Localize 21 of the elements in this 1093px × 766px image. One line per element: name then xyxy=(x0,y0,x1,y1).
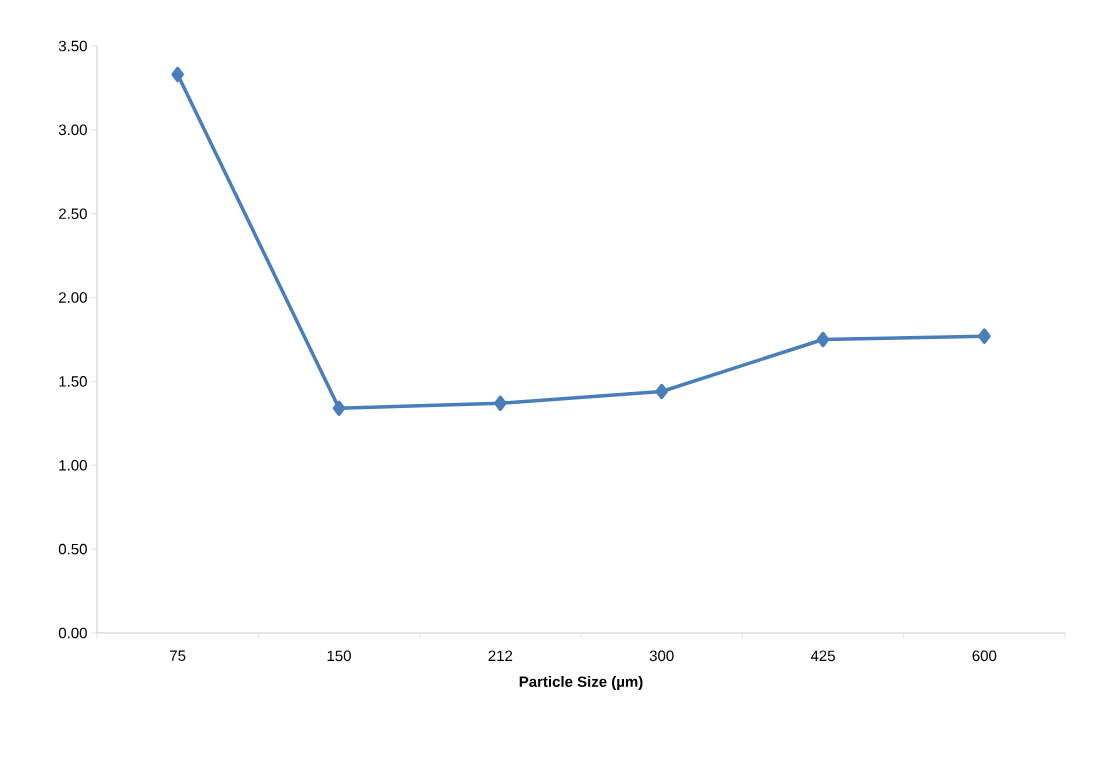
point xyxy=(978,328,991,344)
y-tick-label: 2.50 xyxy=(59,208,87,220)
x-axis-title: Particle Size (µm) xyxy=(519,675,643,690)
y-tick-label: 3.50 xyxy=(58,40,87,52)
y-tick-label: 0.50 xyxy=(58,543,87,555)
point xyxy=(494,395,507,411)
point xyxy=(655,383,668,400)
x-tick-label: 300 xyxy=(649,650,674,662)
point xyxy=(816,331,830,348)
point xyxy=(332,400,346,417)
y-tick-label: 1.00 xyxy=(59,459,87,471)
x-tick-label: 75 xyxy=(170,650,186,661)
point xyxy=(171,66,184,83)
x-tick-label: 212 xyxy=(488,650,513,661)
y-tick-label: 1.50 xyxy=(59,376,87,387)
y-tick-label: 0.00 xyxy=(58,627,87,639)
x-tick-label: 425 xyxy=(810,650,835,662)
y-tick-label: 3.00 xyxy=(58,124,87,136)
x-tick-label: 150 xyxy=(327,650,351,662)
y-tick-label: 2.00 xyxy=(59,292,87,303)
x-tick-label: 600 xyxy=(972,650,997,662)
